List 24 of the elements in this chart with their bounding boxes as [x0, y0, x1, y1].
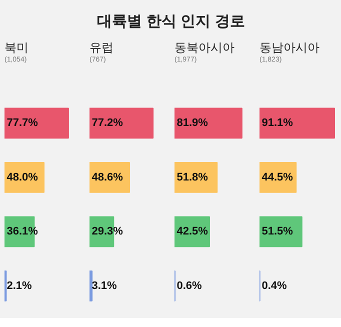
data-label: 81.9% [176, 117, 208, 130]
data-label: 2.1% [6, 280, 32, 292]
chart-title: 북미 [4, 40, 28, 54]
bar [4, 108, 69, 139]
data-label: 3.1% [92, 280, 118, 292]
chart-title: 동북아시아 [174, 40, 234, 54]
data-label: 44.5% [262, 171, 294, 184]
bar [260, 108, 335, 139]
bar [174, 108, 242, 139]
text: 대륙별 한식 인지 경로 [97, 12, 245, 30]
data-label: 91.1% [262, 117, 294, 130]
data-label: 51.5% [262, 226, 294, 238]
bar [90, 108, 154, 139]
data-label: 77.7% [6, 117, 38, 130]
data-label: 0.4% [262, 280, 288, 292]
data-label: 0.6% [176, 280, 202, 292]
data-label: 48.0% [6, 171, 38, 184]
data-label: 77.2% [92, 117, 124, 130]
chart-title: 동남아시아 [260, 40, 320, 54]
data-label: 51.8% [176, 171, 208, 184]
data-label: 42.5% [176, 226, 208, 238]
data-label: 48.6% [92, 171, 124, 184]
chart-title: 유럽 [90, 40, 114, 54]
bar [90, 270, 93, 302]
